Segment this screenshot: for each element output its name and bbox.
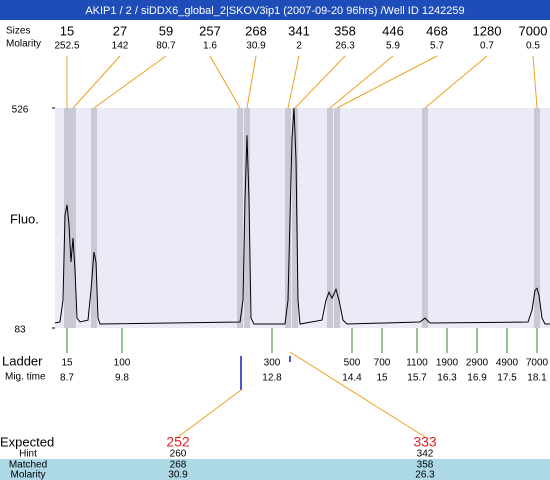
expected-connector [289,351,426,438]
ladder-mig-time: 14.4 [342,373,362,384]
row-highlight [0,459,55,480]
peak-connector [532,55,538,109]
peak-molarity: 26.3 [335,41,355,52]
row-label: Molarity [6,39,41,50]
row-label: Expected [0,434,54,449]
peak-molarity: 0.5 [526,41,540,52]
ladder-size: 300 [264,358,281,369]
trace [54,107,550,325]
peak-size: 59 [159,23,173,38]
peak-molarity: 2 [296,41,302,52]
ladder-mig-time: 16.9 [467,373,487,384]
peak-size: 468 [426,23,448,38]
peak-molarity: 0.7 [480,41,494,52]
ladder-size: 700 [374,358,391,369]
ladder-size: 15 [61,358,73,369]
ladder-mig-time: 9.8 [115,373,129,384]
y-tick-label: 83 [14,325,26,336]
peak-connector [209,55,241,109]
matched: 358 [417,460,434,471]
peak-band [70,108,76,328]
y-tick-label: 526 [12,105,29,116]
peak-band [91,108,97,328]
row-label: Hint [19,449,37,460]
peak-connector [336,55,438,109]
ladder-size: 1100 [406,358,428,369]
row-label: Molarity [10,470,45,480]
peak-size: 27 [113,23,127,38]
peak-connector [287,55,300,109]
title-bar [0,0,550,20]
ladder-mig-time: 18.1 [527,373,547,384]
hint: 342 [417,449,434,460]
ladder-size: 7000 [526,358,549,369]
peak-band [64,108,70,328]
peak-molarity: 142 [112,41,129,52]
peak-size: 358 [334,23,356,38]
peak-size: 15 [60,23,74,38]
peak-band [534,108,540,328]
ladder-mig-time: 15.7 [407,373,427,384]
peak-connector [329,55,394,109]
row-label: Matched [9,460,47,471]
ladder-size: 100 [114,358,131,369]
ladder-mig-time: 8.7 [60,373,74,384]
peak-band [237,108,243,328]
ladder-size: 2900 [466,358,489,369]
peak-molarity: 30.9 [246,41,266,52]
peak-band [244,108,250,328]
row-label: Sizes [6,26,30,37]
expected-size: 252 [166,434,190,450]
title: AKIP1 / 2 / siDDX6_global_2|SKOV3ip1 (20… [85,5,464,17]
peak-size: 446 [382,23,404,38]
y-axis-label: Fluo. [10,211,39,226]
peak-molarity: 252.5 [54,41,79,52]
ladder-size: 1900 [436,358,459,369]
peak-connector [93,55,167,109]
peak-molarity: 5.9 [386,41,400,52]
peak-size: 257 [199,23,221,38]
peak-molarity: 80.7 [156,41,176,52]
row-highlight [55,459,550,480]
plot-area [55,108,550,328]
hint: 260 [170,449,187,460]
peak-size: 268 [245,23,267,38]
ladder-mig-time: 17.5 [497,373,517,384]
peak-band [292,108,298,328]
ladder-mig-time: 16.3 [437,373,457,384]
peak-connector [246,55,257,109]
ladder-mig-time: 12.8 [262,373,282,384]
peak-size: 1280 [473,23,502,38]
peak-connector [72,55,121,109]
peak-band [285,108,291,328]
ladder-mig-time: 15 [376,373,388,384]
row-label: Ladder [2,353,43,368]
peak-band [422,108,428,328]
row-label: Mig. time [5,372,46,383]
expected-connector [177,389,242,438]
peak-connector [294,55,346,109]
peak-molarity: 1.6 [203,41,217,52]
peak-size: 7000 [519,23,548,38]
peak-band [327,108,333,328]
peak-size: 341 [288,23,310,38]
peak-connector [424,55,488,109]
molarity: 30.9 [168,470,188,480]
peak-band [334,108,340,328]
matched: 268 [170,460,187,471]
ladder-size: 4900 [496,358,519,369]
expected-size: 333 [413,434,437,450]
peak-molarity: 5.7 [430,41,444,52]
ladder-size: 500 [344,358,361,369]
molarity: 26.3 [415,470,435,480]
